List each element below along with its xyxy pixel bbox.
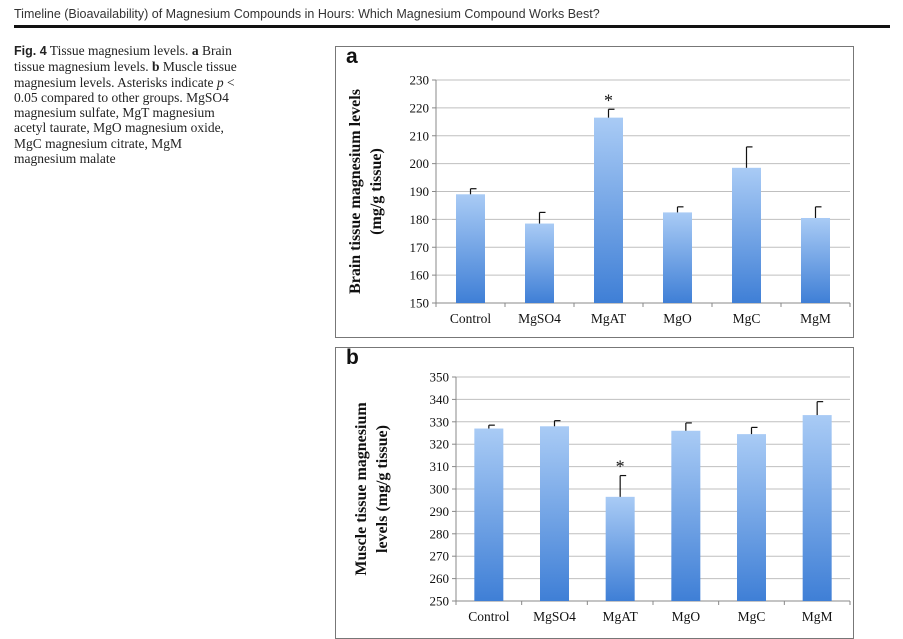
caption-b-text: Muscle tissue magnesium levels. Asterisk… — [14, 59, 237, 90]
y-tick-label: 320 — [430, 437, 450, 452]
panel-letter-a: a — [346, 45, 358, 68]
y-axis-title-line2: (mg/g tissue) — [368, 148, 385, 235]
y-axis-title-line2: levels (mg/g tissue) — [374, 425, 391, 553]
y-tick-label: 170 — [410, 240, 430, 255]
y-tick-label: 210 — [410, 128, 430, 143]
caption-p-symbol: p — [216, 74, 224, 90]
x-category-label: Control — [468, 609, 510, 624]
bar-mgc — [732, 167, 761, 303]
y-tick-label: 290 — [430, 504, 450, 519]
y-tick-label: 280 — [430, 526, 450, 541]
x-category-label: MgAT — [603, 609, 639, 624]
caption-b-label: b — [151, 59, 160, 75]
x-category-label: MgM — [802, 609, 833, 624]
bar-mgat — [605, 496, 635, 601]
y-tick-label: 350 — [430, 370, 450, 385]
y-tick-label: 220 — [410, 100, 430, 115]
x-category-label: MgSO4 — [533, 609, 576, 624]
x-category-label: MgSO4 — [518, 311, 561, 326]
y-tick-label: 340 — [430, 392, 450, 407]
x-category-label: MgC — [733, 311, 761, 326]
figure-label: Fig. 4 — [14, 44, 47, 58]
y-tick-label: 300 — [430, 482, 450, 497]
bar-mgc — [737, 434, 766, 601]
bar-control — [456, 194, 485, 303]
bar-mgo — [663, 212, 692, 303]
caption-title: Tissue magnesium levels. — [49, 43, 189, 58]
bar-mgat — [594, 117, 623, 303]
y-axis-title-line1: Muscle tissue magnesium — [353, 402, 370, 576]
bar-control — [474, 428, 504, 601]
y-tick-label: 160 — [410, 268, 430, 283]
page-header-title: Timeline (Bioavailability) of Magnesium … — [14, 7, 600, 21]
caption-a-label: a — [191, 43, 199, 58]
x-category-label: MgO — [672, 609, 701, 624]
panel-letter-b: b — [346, 346, 359, 369]
bar-mgso4 — [540, 426, 569, 601]
y-tick-label: 230 — [410, 73, 430, 88]
y-tick-label: 190 — [410, 184, 430, 199]
x-category-label: MgC — [738, 609, 766, 624]
y-tick-label: 260 — [430, 571, 450, 586]
y-tick-label: 270 — [430, 549, 450, 564]
x-category-label: MgAT — [591, 311, 627, 326]
brain-chart: 150 160 170 180 190 200 210 220 230 Control MgSO4 *… — [347, 73, 851, 326]
y-tick-label: 150 — [410, 296, 430, 311]
muscle-chart: 250 260 270 280 290 300 310 320 330 340 350 Control… — [353, 370, 851, 624]
x-category-label: Control — [450, 311, 492, 326]
chart-panel-a: 150 160 170 180 190 200 210 220 230 Control MgSO4 *… — [335, 45, 854, 338]
figure-caption: Fig. 4 Tissue magnesium levels. a Brain … — [14, 43, 244, 166]
bar-mgm — [801, 217, 830, 303]
y-tick-label: 180 — [410, 212, 430, 227]
bar-mgo — [671, 430, 701, 601]
y-tick-label: 250 — [430, 594, 450, 609]
caption-p-text: < 0.05 compared to other groups. MgSO4 m… — [14, 74, 235, 167]
y-tick-label: 200 — [410, 156, 430, 171]
y-tick-label: 310 — [430, 459, 450, 474]
y-axis-title-line1: Brain tissue magnesium levels — [347, 89, 364, 294]
x-category-label: MgO — [663, 311, 692, 326]
caption-a-text: Brain tissue magnesium levels. — [14, 43, 232, 75]
header-rule — [14, 25, 890, 28]
bar-mgm — [802, 415, 832, 601]
y-tick-label: 330 — [430, 414, 450, 429]
bar-mgso4 — [525, 223, 554, 303]
significance-asterisk: * — [616, 457, 625, 477]
chart-panel-b: 250 260 270 280 290 300 310 320 330 340 350 Control… — [335, 346, 854, 639]
significance-asterisk: * — [604, 90, 613, 110]
x-category-label: MgM — [800, 311, 831, 326]
